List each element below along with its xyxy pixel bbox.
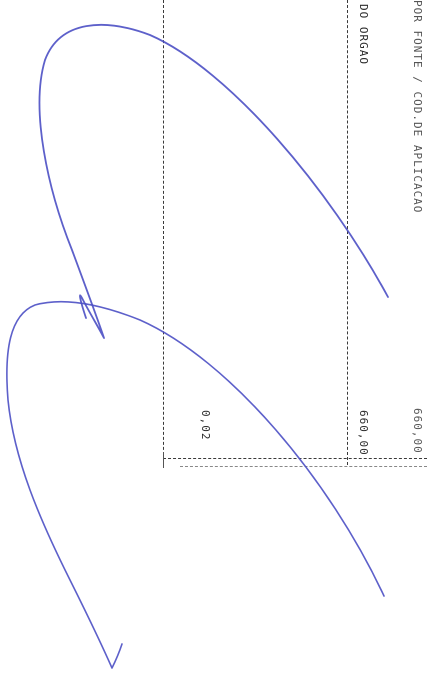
form-tick-mark [163, 452, 164, 468]
form-bottom-line [163, 458, 427, 459]
form-divider-line [347, 0, 348, 465]
form-bottom-line [180, 466, 427, 467]
form-divider-line [163, 0, 164, 465]
